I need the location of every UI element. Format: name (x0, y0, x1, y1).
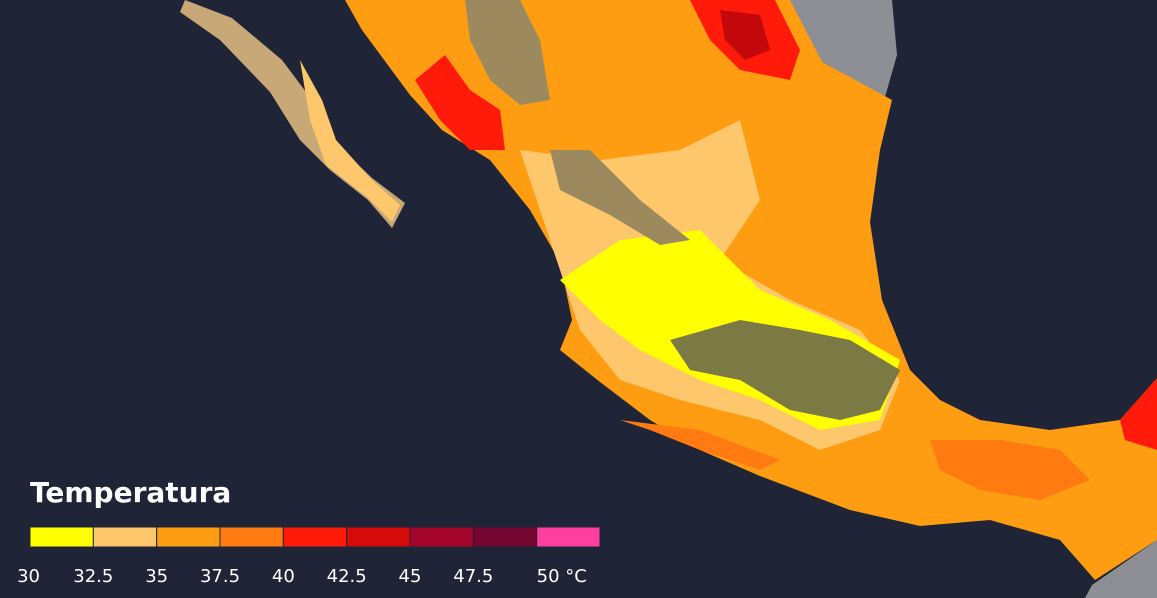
legend-swatch (219, 526, 284, 548)
legend-swatch (282, 526, 348, 548)
legend-label: 35 (145, 566, 168, 587)
legend-swatch (472, 526, 538, 548)
legend: 30 32.5 35 37.5 40 42.5 45 47.5 50 °C (17, 526, 601, 587)
legend-swatch (536, 526, 601, 548)
highland (550, 150, 690, 245)
heat-zone (300, 60, 400, 222)
heat-zone (930, 440, 1090, 500)
guatemala-land (1085, 540, 1157, 598)
hot-zone (720, 10, 770, 60)
hot-zone (415, 55, 505, 150)
legend-label: 45 (399, 566, 422, 587)
legend-swatch (346, 526, 411, 548)
highland (670, 320, 900, 420)
hot-zone (1120, 378, 1157, 450)
legend-swatch (92, 526, 158, 548)
legend-swatch (409, 526, 474, 548)
legend-label: 32.5 (73, 566, 113, 587)
legend-label: 40 (272, 566, 295, 587)
legend-title: Temperatura (30, 476, 231, 509)
us-land (780, 0, 897, 97)
heat-zone (620, 420, 780, 470)
legend-label: 47.5 (453, 566, 493, 587)
legend-swatch (156, 526, 221, 548)
legend-swatch (29, 526, 94, 548)
legend-label: 30 (17, 566, 40, 587)
highland (465, 0, 550, 105)
legend-label: 37.5 (200, 566, 240, 587)
legend-label: 42.5 (327, 566, 367, 587)
legend-label: 50 °C (537, 566, 587, 587)
